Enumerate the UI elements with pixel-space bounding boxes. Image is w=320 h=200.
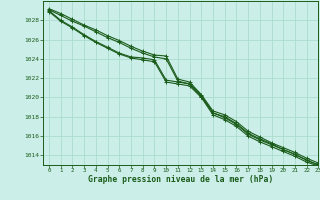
- X-axis label: Graphe pression niveau de la mer (hPa): Graphe pression niveau de la mer (hPa): [88, 175, 273, 184]
